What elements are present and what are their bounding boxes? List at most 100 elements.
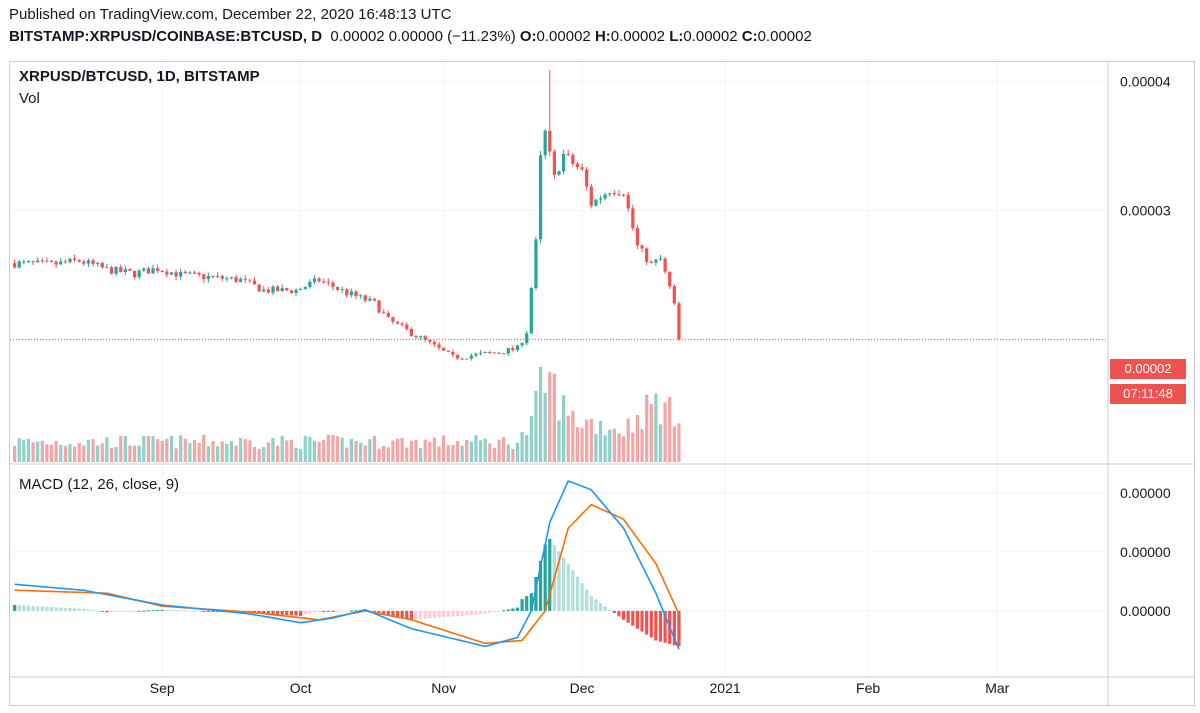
- candle-body: [446, 350, 450, 352]
- macd-histogram-bar: [49, 606, 54, 611]
- candle-body: [68, 258, 72, 263]
- candle-body: [548, 130, 552, 152]
- candle-body: [391, 316, 395, 322]
- macd-histogram-bar: [119, 610, 123, 612]
- price-tick-label: 0.00004: [1120, 73, 1171, 89]
- volume-bar: [418, 448, 423, 462]
- volume-bar: [59, 445, 63, 462]
- volume-bar: [331, 435, 335, 462]
- macd-histogram-bar: [326, 610, 330, 612]
- volume-bar: [151, 436, 155, 462]
- macd-histogram-bar: [608, 609, 612, 611]
- candle-body: [312, 278, 317, 282]
- macd-histogram-bar: [594, 599, 598, 611]
- volume-bar: [72, 446, 77, 462]
- volume-bar: [215, 446, 220, 462]
- macd-histogram-bar: [312, 610, 317, 613]
- candle-body: [432, 341, 437, 345]
- volume-bar: [109, 447, 114, 462]
- candle-body: [566, 154, 570, 156]
- candle-body: [631, 208, 635, 229]
- macd-histogram-bar: [663, 610, 667, 643]
- volume-bar: [377, 448, 381, 462]
- volume-bar: [585, 419, 589, 462]
- candle-body: [146, 268, 151, 274]
- volume-bar: [645, 394, 649, 462]
- candle-body: [525, 333, 529, 344]
- macd-histogram-bar: [206, 610, 210, 612]
- candle-body: [91, 260, 95, 265]
- candle-body: [289, 290, 294, 293]
- volume-bar: [289, 439, 294, 462]
- macd-histogram-bar: [474, 610, 478, 615]
- macd-histogram-bar: [17, 605, 21, 611]
- macd-histogram-bar: [589, 596, 593, 611]
- volume-bar: [179, 435, 183, 462]
- candle-body: [395, 321, 400, 324]
- volume-bar: [225, 443, 229, 462]
- candle-body: [515, 345, 520, 350]
- volume-bar: [197, 442, 201, 462]
- price-tick-label: 0.00003: [1120, 202, 1171, 218]
- volume-bar: [317, 441, 321, 462]
- volume-bar: [40, 440, 44, 462]
- volume-bar: [474, 435, 478, 462]
- volume-bar: [511, 448, 515, 462]
- candle-body: [17, 261, 21, 268]
- x-tick-label: Oct: [290, 680, 312, 696]
- candle-body: [132, 270, 137, 278]
- volume-bar: [308, 436, 312, 462]
- macd-histogram-bar: [409, 610, 413, 620]
- candle-body: [63, 261, 67, 263]
- volume-bar: [192, 440, 197, 462]
- macd-histogram-bar: [335, 610, 340, 612]
- candle-body: [299, 288, 303, 290]
- candle-body: [571, 155, 575, 164]
- macd-histogram-bar: [538, 560, 543, 611]
- volume-bar: [395, 438, 400, 462]
- macd-histogram-bar: [340, 610, 344, 612]
- macd-histogram-bar: [36, 606, 40, 611]
- macd-histogram-bar: [22, 605, 26, 611]
- candle-body: [197, 272, 201, 275]
- macd-histogram-bar: [395, 610, 400, 617]
- candle-body: [626, 194, 630, 209]
- macd-histogram-bar: [612, 610, 616, 614]
- volume-bar: [63, 446, 67, 462]
- volume-bar: [654, 393, 658, 462]
- volume-bar: [557, 420, 561, 462]
- volume-bar: [437, 446, 441, 462]
- candle-body: [151, 268, 155, 274]
- volume-bar: [119, 435, 123, 462]
- candle-body: [169, 272, 174, 275]
- volume-bar: [188, 443, 192, 462]
- macd-histogram-bar: [580, 583, 584, 611]
- macd-histogram-bar: [188, 610, 192, 612]
- volume-bar: [548, 372, 552, 462]
- candle-body: [621, 194, 626, 196]
- countdown-tag: 07:11:48: [1110, 384, 1186, 404]
- volume-bar: [483, 438, 487, 462]
- volume-bar: [165, 438, 169, 462]
- volume-bar: [312, 440, 317, 462]
- macd-histogram-bar: [469, 610, 473, 615]
- volume-bar: [359, 442, 363, 462]
- candle-body: [492, 352, 497, 354]
- candle-body: [225, 278, 229, 280]
- macd-histogram-bar: [12, 605, 17, 611]
- volume-bar: [345, 447, 349, 462]
- candle-body: [502, 353, 506, 355]
- macd-histogram-bar: [631, 610, 635, 626]
- volume-bar: [566, 415, 570, 462]
- candle-body: [677, 303, 681, 340]
- candle-body: [409, 328, 413, 336]
- candle-body: [22, 261, 26, 263]
- volume-bar: [335, 436, 340, 462]
- volume-bar: [649, 404, 653, 462]
- macd-histogram-bar: [418, 610, 423, 620]
- close-value: 0.00002: [757, 28, 812, 45]
- volume-bar: [142, 436, 146, 462]
- candle-body: [654, 259, 658, 263]
- candle-body: [234, 277, 238, 282]
